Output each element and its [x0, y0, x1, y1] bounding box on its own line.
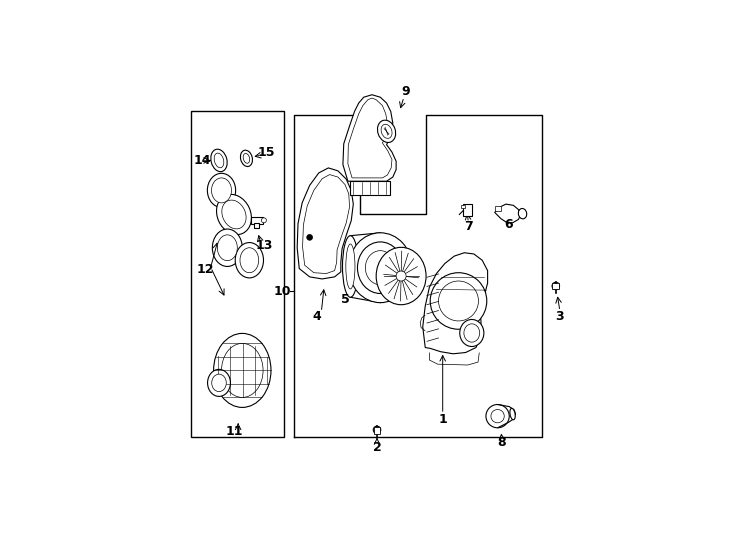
Bar: [495, 206, 501, 211]
Text: 15: 15: [257, 146, 275, 159]
Bar: [462, 204, 472, 216]
Polygon shape: [343, 94, 396, 181]
Text: 6: 6: [504, 218, 513, 231]
Ellipse shape: [518, 208, 527, 219]
Bar: [191, 111, 284, 437]
Bar: [374, 427, 380, 434]
Ellipse shape: [214, 153, 224, 168]
Ellipse shape: [211, 149, 228, 172]
Ellipse shape: [510, 408, 515, 420]
Bar: [250, 218, 263, 224]
Ellipse shape: [243, 153, 250, 163]
Ellipse shape: [241, 150, 252, 166]
Text: 9: 9: [401, 85, 410, 98]
Ellipse shape: [377, 247, 426, 305]
Ellipse shape: [235, 242, 264, 278]
Circle shape: [438, 281, 479, 321]
Ellipse shape: [212, 229, 242, 266]
Ellipse shape: [222, 200, 246, 229]
Ellipse shape: [377, 120, 396, 143]
Text: 14: 14: [194, 154, 211, 167]
Polygon shape: [297, 168, 353, 279]
Ellipse shape: [464, 324, 480, 342]
Text: 10: 10: [274, 285, 291, 298]
Ellipse shape: [374, 426, 381, 434]
Ellipse shape: [357, 242, 403, 294]
Text: 1: 1: [438, 413, 447, 426]
Ellipse shape: [349, 233, 412, 302]
Bar: [255, 223, 259, 228]
Ellipse shape: [459, 320, 484, 347]
Circle shape: [307, 234, 313, 240]
Text: 11: 11: [226, 425, 244, 438]
Polygon shape: [423, 253, 487, 354]
Bar: [461, 205, 465, 208]
Circle shape: [430, 273, 487, 329]
Ellipse shape: [222, 343, 263, 397]
Bar: [553, 282, 559, 289]
Text: 8: 8: [498, 436, 506, 449]
Ellipse shape: [396, 272, 415, 300]
Ellipse shape: [240, 248, 258, 273]
Circle shape: [486, 404, 509, 428]
Text: 4: 4: [313, 310, 321, 323]
Ellipse shape: [261, 218, 266, 223]
Ellipse shape: [214, 333, 271, 407]
Ellipse shape: [552, 282, 559, 290]
Polygon shape: [495, 204, 521, 223]
Bar: [350, 181, 390, 194]
Ellipse shape: [208, 369, 230, 396]
Ellipse shape: [217, 194, 252, 234]
Text: 5: 5: [341, 293, 349, 306]
Ellipse shape: [211, 178, 231, 203]
Text: 12: 12: [197, 263, 214, 276]
Ellipse shape: [208, 173, 236, 207]
Circle shape: [396, 271, 406, 281]
Ellipse shape: [343, 235, 358, 297]
Text: 2: 2: [373, 441, 382, 454]
Ellipse shape: [366, 251, 396, 285]
Circle shape: [491, 409, 504, 423]
Ellipse shape: [346, 244, 355, 289]
Ellipse shape: [211, 374, 226, 392]
Text: 3: 3: [556, 310, 564, 323]
Text: 13: 13: [256, 239, 274, 252]
Ellipse shape: [217, 235, 237, 261]
Text: 7: 7: [464, 220, 473, 233]
